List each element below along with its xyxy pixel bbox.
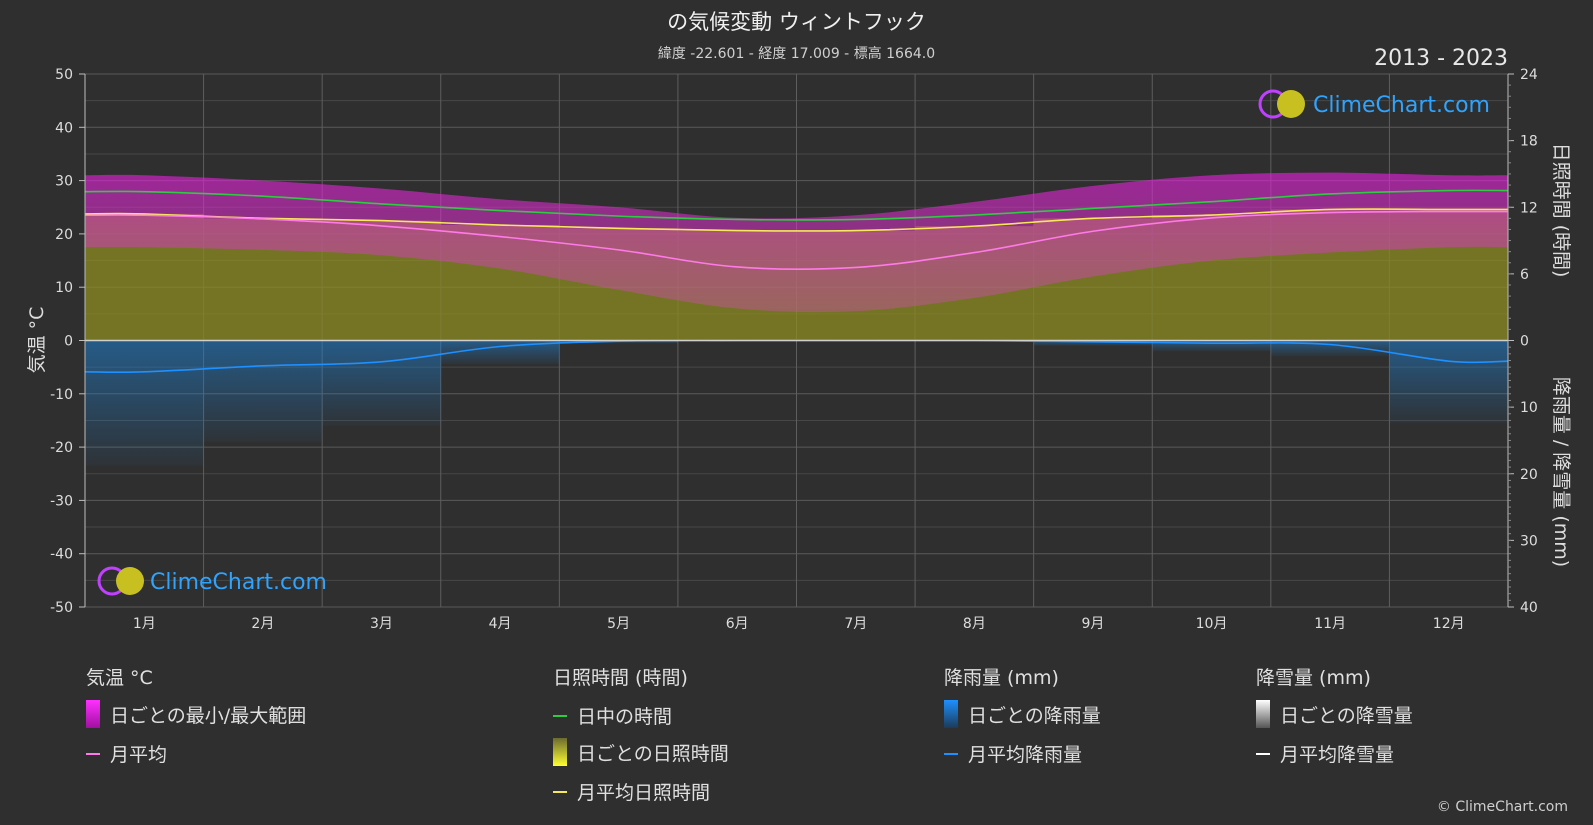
rain-bar [440, 340, 560, 365]
watermark-bottom: ClimeChart.com [97, 566, 327, 596]
legend-header-snow: 降雪量 (mm) [1256, 667, 1371, 689]
y-tick-label-right-rain: 10 [1520, 400, 1538, 416]
legend-item-temp-range: 日ごとの最小/最大範囲 [86, 700, 306, 728]
legend-item-daily-snow: 日ごとの降雪量 [1256, 700, 1413, 728]
y-tick-label-left: 30 [55, 174, 73, 190]
x-tick-label: 12月 [1433, 616, 1465, 632]
rain-bar [1270, 340, 1390, 357]
y-tick-label-left: 0 [64, 334, 73, 350]
legend-label: 日ごとの降雪量 [1280, 704, 1413, 727]
x-tick-label: 3月 [370, 616, 393, 632]
snow-swatch-icon [1256, 700, 1270, 728]
legend-header-temperature: 気温 °C [86, 667, 153, 689]
x-tick-label: 5月 [607, 616, 630, 632]
legend-item-daily-rain: 日ごとの降雨量 [944, 700, 1101, 728]
axes: 50 40 30 20 10 0 -10 -20 -30 -40 -50 24 18 12 6 0 10 20 30… [50, 67, 1538, 632]
sunshine-swatch-icon [553, 738, 567, 766]
watermark-top: ClimeChart.com [1258, 89, 1490, 119]
legend-label: 日ごとの日照時間 [577, 742, 729, 765]
legend-label: 日ごとの降雨量 [968, 704, 1101, 727]
temperature-avg-line [85, 210, 1508, 271]
legend-header-sunshine: 日照時間 (時間) [553, 667, 688, 689]
y-tick-label-right-sun: 12 [1520, 200, 1538, 216]
y-tick-label-right-sun: 18 [1520, 134, 1538, 150]
x-tick-label: 4月 [489, 616, 512, 632]
year-range: 2013 - 2023 [1374, 46, 1508, 71]
y-tick-label-left: -20 [50, 440, 73, 456]
x-tick-label: 6月 [726, 616, 749, 632]
y-axis-left-label: 気温 °C [26, 307, 48, 374]
legend-item-daylight: 日中の時間 [553, 702, 672, 729]
x-tick-label: 2月 [251, 616, 274, 632]
x-tick-label: 11月 [1314, 616, 1346, 632]
x-tick-label: 9月 [1081, 616, 1104, 632]
snow-avg-line-icon [1256, 752, 1270, 755]
legend-item-sunshine-avg: 月平均日照時間 [553, 778, 710, 805]
y-axis-right-bottom-label: 降雨量 / 降雪量 (mm) [1550, 377, 1572, 567]
rain-bar [85, 340, 204, 466]
data-layer [85, 172, 1508, 466]
rain-bar [1152, 340, 1271, 352]
legend-label: 月平均日照時間 [577, 782, 711, 804]
sunshine-avg-line [85, 208, 1508, 232]
y-tick-label-left: -40 [50, 547, 73, 563]
y-axis-right-top-label: 日照時間 (時間) [1550, 143, 1572, 278]
temp-avg-line-icon [86, 752, 100, 755]
legend-label: 月平均 [110, 744, 168, 766]
watermark-text: ClimeChart.com [1313, 93, 1490, 118]
x-tick-label: 1月 [133, 616, 156, 632]
legend-item-rain-avg: 月平均降雨量 [944, 740, 1082, 767]
sunshine-avg-line-icon [553, 790, 567, 793]
y-tick-label-left: 10 [55, 280, 73, 296]
y-tick-label-right-sun: 6 [1520, 267, 1529, 283]
rain-bar [1389, 340, 1508, 424]
legend-label: 月平均降雨量 [968, 744, 1083, 766]
chart-title: の気候変動 ウィントフック [667, 10, 926, 34]
rain-bar [322, 340, 441, 426]
y-tick-label-right-sun: 24 [1520, 67, 1538, 83]
y-tick-label-left: -30 [50, 493, 73, 509]
y-tick-label-left: 50 [55, 67, 73, 83]
rain-swatch-icon [944, 700, 958, 728]
chart-subtitle: 緯度 -22.601 - 経度 17.009 - 標高 1664.0 [657, 46, 936, 62]
daylight-line [85, 189, 1508, 221]
x-tick-label: 8月 [963, 616, 986, 632]
legend-label: 日中の時間 [577, 706, 673, 728]
rain-bar [203, 340, 323, 442]
copyright: © ClimeChart.com [1436, 799, 1568, 815]
y-tick-label-left: -50 [50, 600, 73, 616]
y-tick-label-left: 40 [55, 120, 73, 136]
watermark-text: ClimeChart.com [150, 570, 327, 595]
logo-sun-icon [1277, 90, 1305, 118]
y-tick-label-right-rain: 30 [1520, 533, 1538, 549]
y-tick-label-right-rain: 20 [1520, 467, 1538, 483]
y-tick-label-left: 20 [55, 227, 73, 243]
x-tick-label: 10月 [1196, 616, 1228, 632]
legend-item-temp-avg: 月平均 [86, 740, 167, 767]
logo-sun-icon [116, 567, 144, 595]
legend-header-rain: 降雨量 (mm) [944, 667, 1059, 689]
temp-range-swatch-icon [86, 700, 100, 728]
legend-item-daily-sunshine: 日ごとの日照時間 [553, 738, 729, 766]
rain-bar [1033, 340, 1153, 346]
y-tick-label-right-rain: 40 [1520, 600, 1538, 616]
legend-label: 日ごとの最小/最大範囲 [110, 704, 307, 727]
rain-avg-line-icon [944, 752, 958, 755]
daylight-line-icon [553, 714, 567, 717]
y-tick-label-left: -10 [50, 387, 73, 403]
x-tick-label: 7月 [844, 616, 867, 632]
legend-label: 月平均降雪量 [1280, 744, 1395, 766]
y-tick-label-right-sun: 0 [1520, 334, 1529, 350]
legend-item-snow-avg: 月平均降雪量 [1256, 740, 1394, 767]
